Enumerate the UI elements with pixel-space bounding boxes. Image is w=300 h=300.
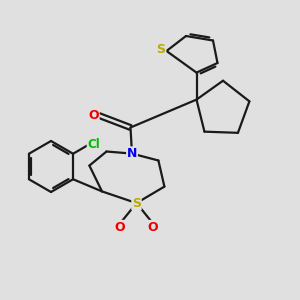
Text: S: S [132, 196, 141, 210]
Text: Cl: Cl [87, 138, 100, 151]
Text: O: O [115, 220, 125, 234]
Text: N: N [127, 147, 137, 160]
Text: O: O [88, 109, 99, 122]
Text: O: O [148, 220, 158, 234]
Text: S: S [157, 43, 166, 56]
